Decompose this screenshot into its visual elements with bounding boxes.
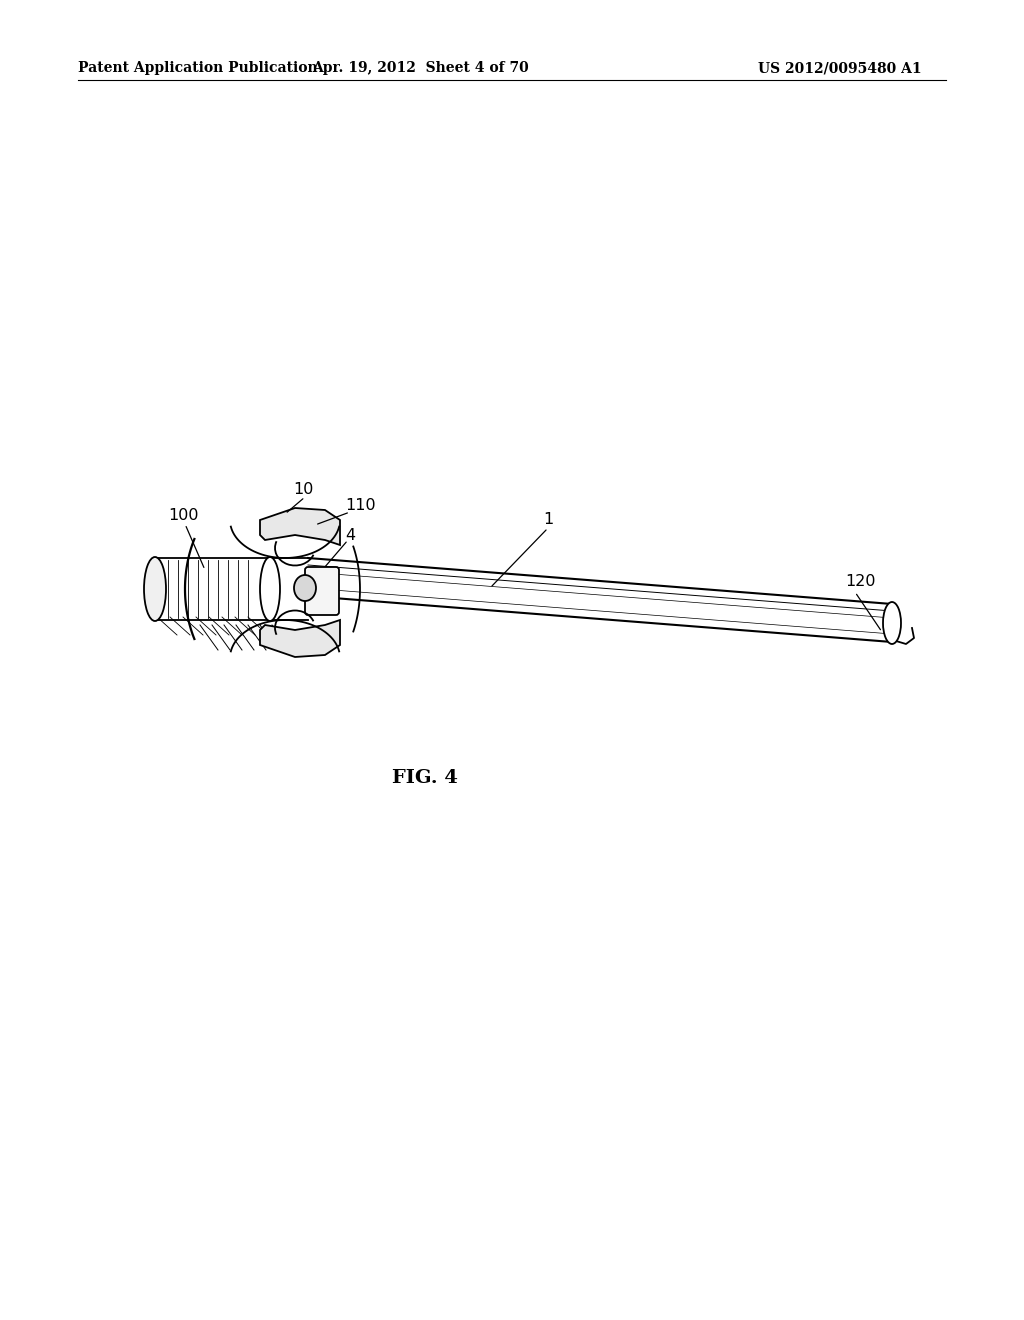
Text: 1: 1 <box>543 512 553 528</box>
Polygon shape <box>260 620 340 657</box>
Text: 100: 100 <box>168 507 199 523</box>
Text: FIG. 4: FIG. 4 <box>392 770 458 787</box>
Text: 110: 110 <box>345 498 376 512</box>
Ellipse shape <box>294 576 316 601</box>
Text: Patent Application Publication: Patent Application Publication <box>78 61 317 75</box>
Ellipse shape <box>260 557 280 620</box>
Text: 4: 4 <box>345 528 355 543</box>
Text: US 2012/0095480 A1: US 2012/0095480 A1 <box>758 61 922 75</box>
FancyBboxPatch shape <box>305 568 339 615</box>
Text: Apr. 19, 2012  Sheet 4 of 70: Apr. 19, 2012 Sheet 4 of 70 <box>311 61 528 75</box>
Polygon shape <box>260 508 340 545</box>
Text: 120: 120 <box>845 574 876 590</box>
Ellipse shape <box>883 602 901 644</box>
Text: 10: 10 <box>293 483 313 498</box>
Ellipse shape <box>144 557 166 620</box>
